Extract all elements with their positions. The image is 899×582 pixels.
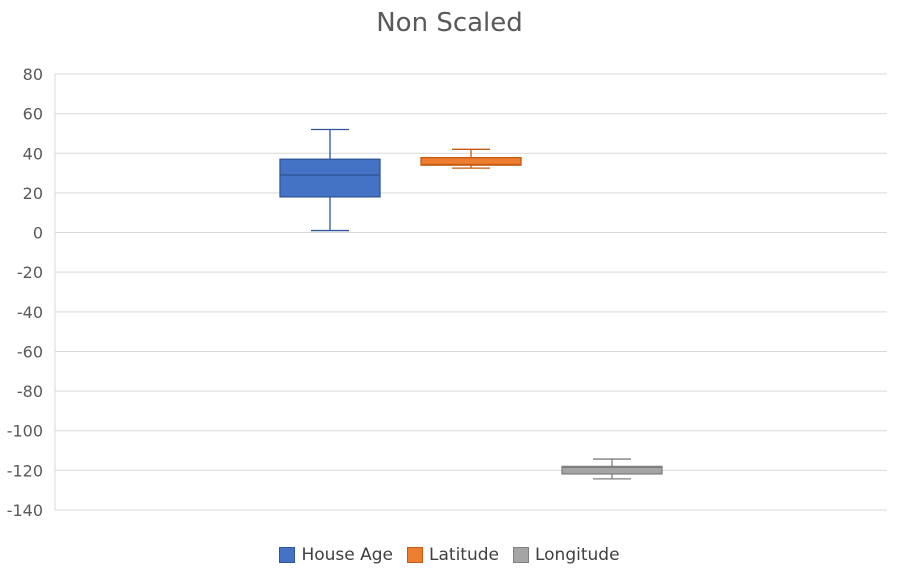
- legend-item-latitude: Latitude: [407, 545, 499, 565]
- legend-label-house-age: House Age: [301, 545, 394, 565]
- y-tick-label: -20: [17, 263, 43, 282]
- legend: House Age Latitude Longitude: [0, 545, 899, 565]
- y-tick-label: -140: [7, 501, 43, 520]
- legend-label-longitude: Longitude: [534, 545, 620, 565]
- y-tick-label: -80: [17, 382, 43, 401]
- box-plot: 80 60 40 20 0 -20 -40 -60 -80 -100 -120 -140: [7, 65, 887, 520]
- legend-swatch-longitude: [512, 547, 529, 563]
- y-tick-label: 0: [33, 224, 43, 243]
- y-tick-label: 40: [23, 144, 43, 163]
- y-tick-label: 60: [23, 105, 43, 124]
- y-tick-label: -120: [7, 461, 43, 480]
- legend-swatch-latitude: [407, 547, 424, 563]
- legend-item-longitude: Longitude: [512, 545, 620, 565]
- y-tick-label: 80: [23, 65, 43, 84]
- legend-label-latitude: Latitude: [429, 545, 499, 565]
- y-tick-label: 20: [23, 184, 43, 203]
- y-tick-label: -40: [17, 303, 43, 322]
- chart-title: Non Scaled: [376, 8, 523, 38]
- box-house-age: [279, 158, 381, 198]
- y-tick-label: -60: [17, 342, 43, 361]
- legend-swatch-house-age: [279, 547, 296, 563]
- legend-item-house-age: House Age: [279, 545, 393, 565]
- y-tick-label: -100: [7, 422, 43, 441]
- box-longitude: [561, 465, 663, 475]
